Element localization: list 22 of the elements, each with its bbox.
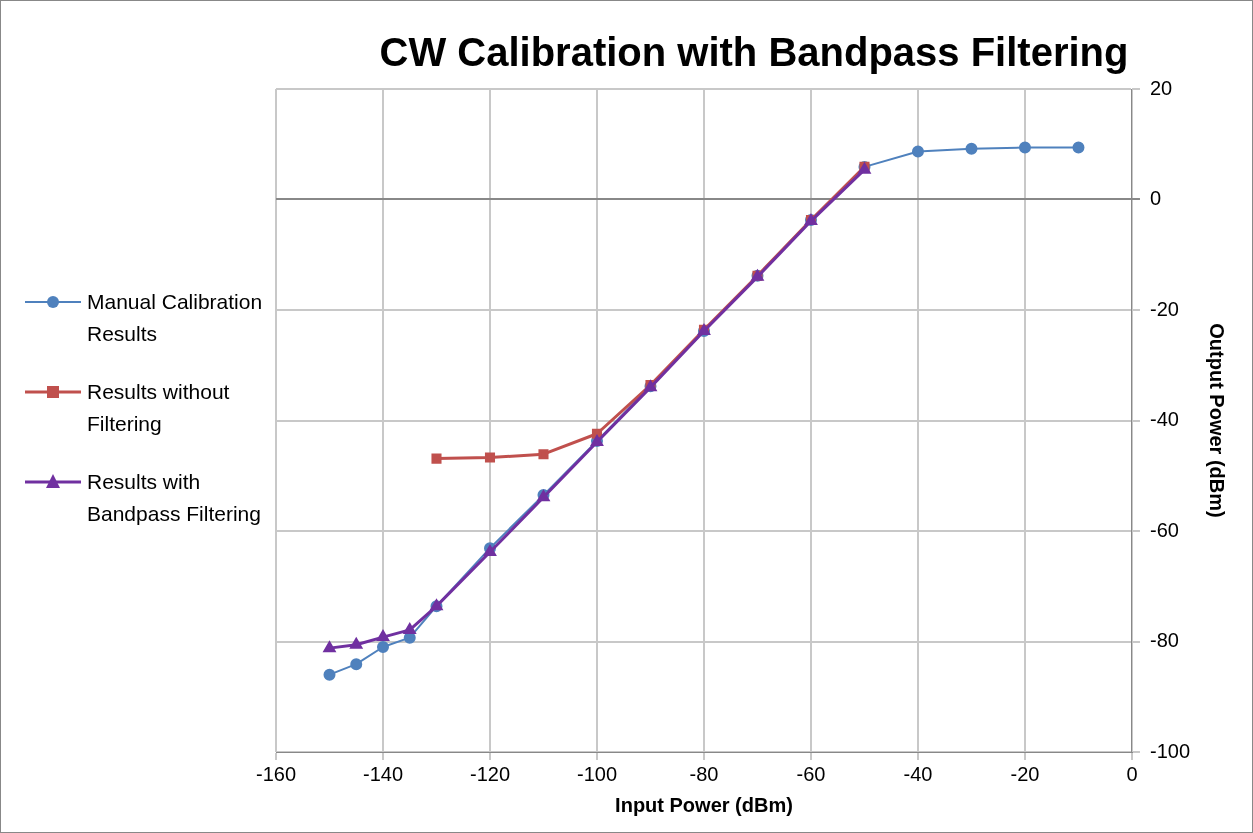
x-tick-label: -120	[469, 762, 511, 785]
y-tick-label: -80	[1149, 629, 1179, 652]
y-tick-label: -40	[1149, 408, 1179, 431]
legend-label: Manual Calibration Results	[87, 289, 264, 347]
x-tick-label: 0	[1126, 762, 1138, 785]
y-tick-label: -60	[1149, 518, 1179, 541]
chart-title: CW Calibration with Bandpass Filtering	[379, 30, 1129, 75]
x-tick-label: -160	[255, 762, 297, 785]
y-tick-label: -20	[1149, 297, 1179, 320]
legend-label: Results with Bandpass Filtering	[87, 469, 262, 527]
x-tick-label: -20	[1010, 762, 1040, 785]
y-axis-title: Output Power (dBm)	[1206, 323, 1229, 518]
y-tick-label: -100	[1149, 739, 1190, 762]
y-tick-label: 0	[1149, 187, 1162, 210]
y-tick-label: 20	[1149, 76, 1173, 99]
x-tick-label: -140	[362, 762, 404, 785]
legend-label: Results without Filtering	[87, 379, 231, 437]
x-tick-label: -40	[903, 762, 933, 785]
x-tick-label: -80	[689, 762, 719, 785]
x-axis-title: Input Power (dBm)	[615, 793, 793, 816]
x-tick-label: -60	[796, 762, 826, 785]
x-tick-label: -100	[576, 762, 617, 785]
